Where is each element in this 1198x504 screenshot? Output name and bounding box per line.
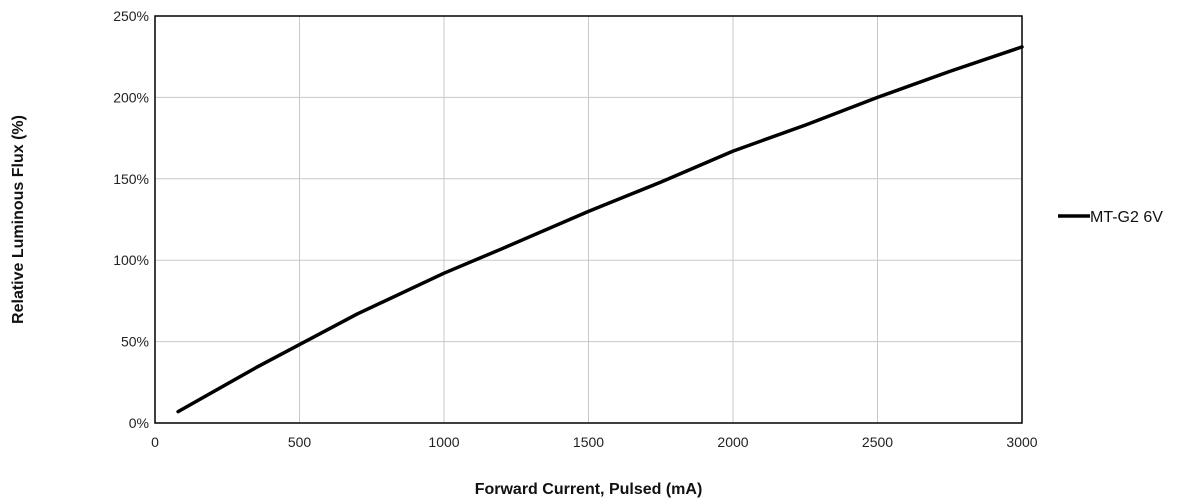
x-tick-label: 2000 <box>717 434 748 450</box>
x-tick-label: 1500 <box>573 434 604 450</box>
y-tick-label: 250% <box>113 8 149 24</box>
legend: MT-G2 6V <box>1058 209 1163 226</box>
y-tick-label: 50% <box>121 334 149 350</box>
plot-frame <box>154 15 1023 424</box>
y-tick-label: 200% <box>113 89 149 105</box>
x-tick-label: 3000 <box>1006 434 1037 450</box>
x-tick-label: 1000 <box>428 434 459 450</box>
grid-lines <box>154 15 1023 424</box>
y-tick-label: 100% <box>113 252 149 268</box>
y-tick-label: 150% <box>113 171 149 187</box>
x-tick-label: 2500 <box>862 434 893 450</box>
y-tick-label: 0% <box>129 415 149 431</box>
series-layer <box>176 45 1024 414</box>
tick-labels: 0 500 1000 1500 2000 2500 3000 0% 50% 100% 150% 200… <box>113 8 1038 450</box>
y-axis-title: Relative Luminous Flux (%) <box>10 115 27 324</box>
x-axis-title: Forward Current, Pulsed (mA) <box>475 481 703 498</box>
x-tick-label: 500 <box>288 434 312 450</box>
series-line-mt-g2-6v <box>176 45 1024 414</box>
x-tick-label: 0 <box>151 434 159 450</box>
legend-label-mt-g2-6v: MT-G2 6V <box>1090 209 1163 226</box>
